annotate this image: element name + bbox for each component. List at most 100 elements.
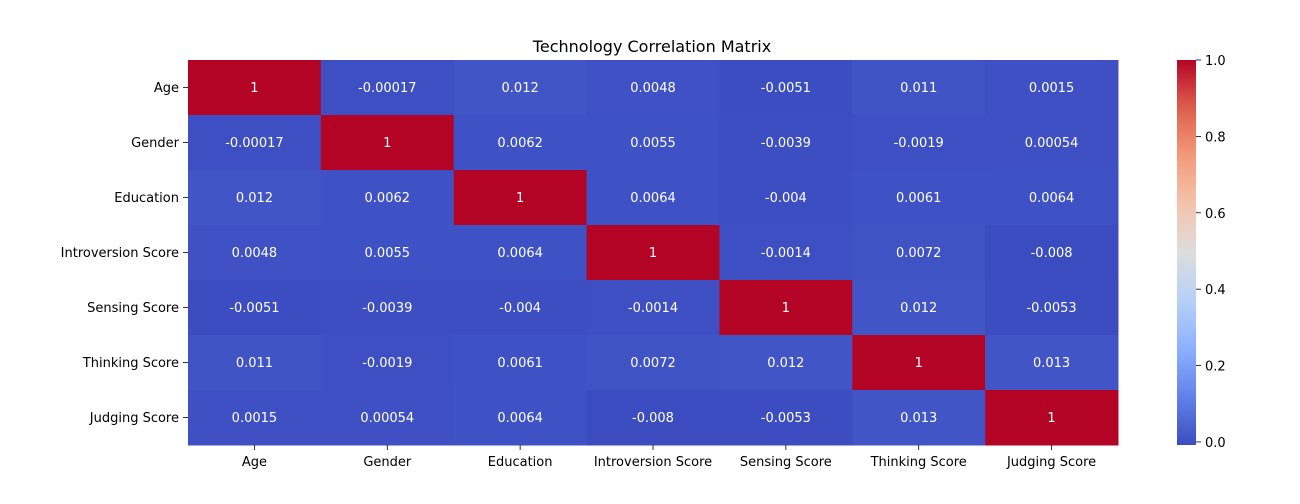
heatmap-cell [586,335,720,391]
heatmap-cell [852,390,986,446]
cell-value-label: 0.0055 [365,246,411,261]
cell-value-label: -0.0039 [362,301,412,316]
heatmap-cell-labels: 1 -0.00017 0.012 0.0048 -0.0051 0.011 0.0015 -0… [225,81,1078,426]
cell-value-label: 0.013 [900,411,937,426]
heatmap-cell [719,390,853,446]
heatmap-cell [586,225,720,281]
colorbar-tick-label: 1.0 [1205,54,1226,69]
cell-value-label: 0.0064 [497,411,543,426]
heatmap-cell [852,170,986,226]
x-tick-label: Sensing Score [740,455,832,470]
cell-value-label: 0.0062 [365,191,411,206]
cell-value-label: 0.013 [1033,356,1070,371]
heatmap-cell [320,280,455,336]
cell-value-label: -0.0014 [628,301,678,316]
cell-value-label: 0.0048 [630,81,676,96]
cell-value-label: -0.004 [499,301,541,316]
y-tick-label: Introversion Score [61,246,179,261]
cell-value-label: 0.00054 [360,411,414,426]
cell-value-label: 0.0064 [497,246,543,261]
y-axis: Age Gender Education Introversion Score Sens… [61,81,188,426]
colorbar-tick-label: 0.8 [1205,130,1226,145]
x-tick-label: Introversion Score [594,455,712,470]
cell-value-label: -0.0019 [362,356,412,371]
y-tick-label: Education [114,191,179,206]
colorbar-tick-label: 0.4 [1205,283,1226,298]
heatmap-cell [852,225,986,281]
x-tick-label: Age [242,455,267,470]
cell-value-label: 0.012 [900,301,937,316]
heatmap-cell [852,280,986,336]
x-axis: Age Gender Education Introversion Score Sens… [242,445,1096,470]
heatmap-cell [453,225,588,281]
cell-value-label: -0.0019 [894,136,944,151]
heatmap-cell [320,225,455,281]
cell-value-label: -0.004 [765,191,807,206]
y-tick-label: Sensing Score [87,301,179,316]
cell-value-label: 0.0072 [896,246,942,261]
cell-value-label: 1 [1047,411,1055,426]
cell-value-label: 0.0048 [232,246,278,261]
heatmap-cell [453,170,588,226]
heatmap-cell [985,335,1119,391]
heatmap-cell [985,60,1119,116]
cell-value-label: -0.0014 [761,246,811,261]
cell-value-label: 0.012 [502,81,539,96]
cell-value-label: -0.008 [1031,246,1073,261]
heatmap-cell [586,60,720,116]
cell-value-label: 0.0055 [630,136,676,151]
y-tick-label: Gender [131,136,180,151]
cell-value-label: 0.0061 [896,191,942,206]
cell-value-label: 1 [915,356,923,371]
cell-value-label: 1 [250,81,258,96]
cell-value-label: 1 [383,136,391,151]
heatmap-cell [188,60,322,116]
cell-value-label: 0.011 [900,81,937,96]
heatmap-cell [985,115,1119,171]
heatmap-cell [320,170,455,226]
colorbar-tick-label: 0.0 [1205,436,1226,451]
cell-value-label: -0.0039 [761,136,811,151]
cell-value-label: -0.0053 [761,411,811,426]
heatmap-cell [188,225,322,281]
heatmap-cell [453,280,588,336]
cell-value-label: 1 [782,301,790,316]
heatmap-cell [985,225,1119,281]
cell-value-label: 1 [516,191,524,206]
heatmap-cell [719,170,853,226]
heatmap-cell [586,170,720,226]
heatmap-cell [586,115,720,171]
heatmap-cell [586,280,720,336]
heatmap-cell [719,280,853,336]
heatmap-cell [586,390,720,446]
x-tick-label: Education [488,455,553,470]
heatmap-cell [719,60,853,116]
heatmap-cell [453,60,588,116]
heatmap-cell [320,390,455,446]
heatmap-cell [719,225,853,281]
heatmap-cell [188,280,322,336]
cell-value-label: 0.00054 [1025,136,1079,151]
heatmap-cell [852,60,986,116]
cell-value-label: 0.012 [236,191,273,206]
colorbar-tick-label: 0.6 [1205,207,1226,222]
heatmap-cell [320,60,455,116]
heatmap-cell [188,390,322,446]
colorbar-tick-label: 0.2 [1205,360,1226,375]
cell-value-label: 0.0061 [497,356,543,371]
cell-value-label: 0.0072 [630,356,676,371]
cell-value-label: -0.008 [632,411,674,426]
colorbar-gradient [1177,60,1196,445]
cell-value-label: 0.011 [236,356,273,371]
y-tick-label: Age [154,81,179,96]
heatmap-cell [320,115,455,171]
cell-value-label: -0.00017 [358,81,416,96]
cell-value-label: 0.0015 [232,411,278,426]
heatmap-cell [985,280,1119,336]
x-tick-label: Judging Score [1006,455,1096,470]
heatmap-cell [852,115,986,171]
heatmap-cell [453,390,588,446]
heatmap-cell [188,115,322,171]
